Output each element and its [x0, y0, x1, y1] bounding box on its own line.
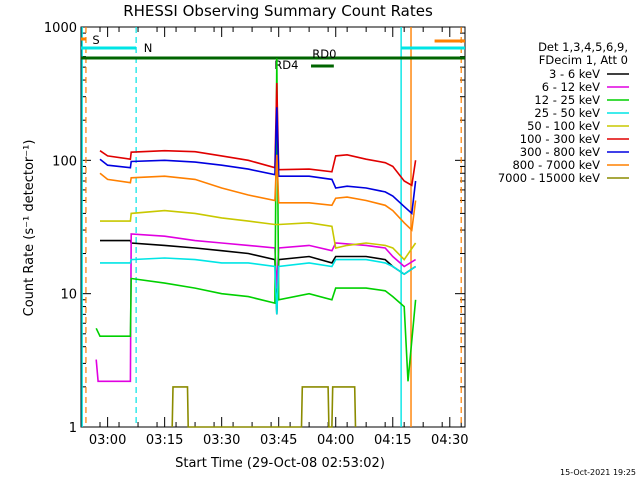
- chart-title: RHESSI Observing Summary Count Rates: [123, 2, 433, 20]
- n-annotation-label: N: [144, 41, 153, 55]
- legend-entry-label: 50 - 100 keV: [527, 119, 600, 133]
- series-line-7: [99, 154, 417, 232]
- legend-entry-label: 300 - 800 keV: [520, 145, 600, 159]
- y-tick-label: 100: [52, 154, 77, 169]
- x-tick-label: 03:15: [146, 433, 183, 448]
- x-tick-label: 03:30: [203, 433, 240, 448]
- series-line-1: [95, 233, 417, 383]
- series-group: [95, 58, 417, 428]
- annotation-bands: S N RD0 RD4: [81, 27, 465, 427]
- x-tick-label: 04:30: [431, 433, 468, 448]
- series-line-4: [100, 209, 417, 261]
- x-tick-label: 04:15: [374, 433, 411, 448]
- legend-title-line: Det 1,3,4,5,6,9,: [538, 40, 628, 54]
- legend-entry-label: 800 - 7000 keV: [512, 158, 600, 172]
- rd0-annotation-label: RD0: [312, 47, 336, 61]
- y-tick-label: 1000: [44, 21, 77, 36]
- series-line-5: [99, 82, 417, 187]
- series-line-8: [171, 386, 357, 428]
- footer-timestamp: 15-Oct-2021 19:25: [560, 468, 636, 477]
- series-line-3: [100, 257, 417, 315]
- legend-entry-label: 7000 - 15000 keV: [498, 171, 600, 185]
- legend-entry-label: 100 - 300 keV: [520, 132, 600, 146]
- legend-entry-label: 6 - 12 keV: [542, 80, 600, 94]
- y-axis-label: Count Rate (s⁻¹ detector⁻¹): [22, 140, 37, 317]
- legend-title-line: FDecim 1, Att 0: [539, 53, 628, 67]
- series-line-6: [99, 107, 417, 216]
- axes-group: 1 10 100 1000 03:00 03:15 03:30 03:45 04:00 04:15…: [44, 21, 469, 448]
- x-tick-label: 03:45: [260, 433, 297, 448]
- x-tick-label: 04:00: [317, 433, 354, 448]
- y-tick-label: 1: [69, 421, 77, 436]
- legend-entry-label: 25 - 50 keV: [534, 106, 600, 120]
- y-tick-label: 10: [60, 288, 77, 303]
- legend-entry-label: 12 - 25 keV: [534, 93, 600, 107]
- rd4-annotation-label: RD4: [274, 58, 298, 72]
- x-tick-label: 03:00: [89, 433, 126, 448]
- legend-entry-label: 3 - 6 keV: [549, 67, 600, 81]
- x-axis-label: Start Time (29-Oct-08 02:53:02): [175, 456, 385, 471]
- series-line-2: [95, 58, 417, 382]
- series-line-0: [100, 239, 417, 315]
- s-annotation-label: S: [92, 33, 99, 47]
- legend: Det 1,3,4,5,6,9,FDecim 1, Att 03 - 6 keV…: [498, 40, 629, 185]
